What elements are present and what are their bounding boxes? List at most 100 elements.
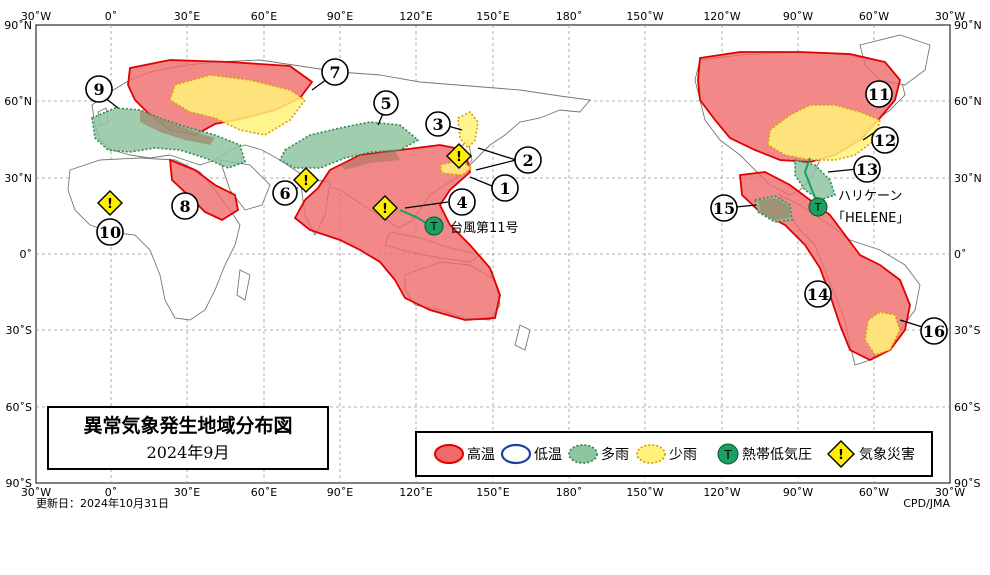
disaster-icon: !	[97, 190, 123, 216]
svg-text:8: 8	[179, 197, 190, 216]
credit: CPD/JMA	[903, 497, 950, 510]
legend-item-cold: 低温	[500, 443, 562, 465]
svg-text:4: 4	[456, 193, 467, 212]
dry-region-east-europe	[169, 74, 307, 136]
tc-icon: T	[424, 216, 444, 236]
svg-text:少雨: 少雨	[669, 447, 697, 463]
lat-label: 30˚N	[954, 172, 982, 185]
legend-item-disaster: ! 気象災害	[827, 440, 915, 468]
callout-16: 16	[920, 317, 948, 345]
svg-text:T: T	[814, 201, 822, 214]
callout-5: 5	[373, 90, 399, 116]
map-date: 2024年9月	[147, 443, 230, 462]
callout-12: 12	[871, 126, 899, 154]
disaster-markers: ! ! ! !	[97, 143, 472, 221]
callout-11: 11	[865, 80, 893, 108]
lon-label: 90˚E	[327, 10, 353, 23]
svg-text:1: 1	[499, 179, 510, 198]
longitude-labels-top: 30˚W 0˚ 30˚E 60˚E 90˚E 120˚E 150˚E 180˚ …	[21, 10, 965, 23]
callout-9: 9	[85, 75, 113, 103]
lat-label: 90˚S	[954, 477, 980, 490]
svg-text:14: 14	[807, 285, 829, 304]
lon-label: 180˚	[556, 10, 583, 23]
lon-label: 30˚E	[174, 10, 200, 23]
disaster-icon: !	[293, 167, 319, 193]
lon-label: 120˚W	[703, 486, 740, 499]
tc-markers: T T	[424, 197, 828, 236]
lon-label: 60˚W	[859, 10, 889, 23]
lon-label: 0˚	[105, 10, 118, 23]
disaster-icon: !	[372, 195, 398, 221]
storm-label-helene-line2: 「HELENE」	[832, 211, 909, 226]
lon-label: 60˚E	[251, 486, 277, 499]
lat-label: 90˚N	[4, 19, 32, 32]
title-box: 異常気象発生地域分布図 2024年9月	[47, 406, 329, 470]
lon-label: 90˚W	[783, 486, 813, 499]
lat-label: 30˚N	[4, 172, 32, 185]
updated-date: 更新日：2024年10月31日	[36, 496, 169, 510]
svg-text:13: 13	[856, 160, 878, 179]
svg-text:5: 5	[380, 94, 391, 113]
svg-text:16: 16	[923, 322, 945, 341]
lon-label: 30˚W	[935, 486, 965, 499]
map-title: 異常気象発生地域分布図	[83, 414, 292, 437]
svg-text:!: !	[382, 202, 388, 217]
lat-label: 60˚S	[954, 401, 980, 414]
lat-label: 60˚N	[954, 95, 982, 108]
legend: 高温 低温 多雨 少雨 T 熱帯低気圧 ! 気象災害	[415, 431, 933, 477]
lat-label: 90˚N	[954, 19, 982, 32]
lon-label: 90˚E	[327, 486, 353, 499]
lon-label: 60˚E	[251, 10, 277, 23]
warm-regions	[127, 51, 911, 362]
svg-text:12: 12	[874, 131, 896, 150]
svg-text:多雨: 多雨	[601, 446, 629, 463]
callout-10: 10	[96, 218, 124, 246]
dry-region-south-america	[864, 311, 901, 356]
svg-text:T: T	[430, 220, 438, 233]
callout-2: 2	[514, 146, 542, 174]
lon-label: 60˚W	[859, 486, 889, 499]
callout-8: 8	[171, 192, 199, 220]
svg-text:T: T	[723, 448, 732, 462]
svg-text:10: 10	[99, 223, 121, 242]
svg-text:熱帯低気圧: 熱帯低気圧	[742, 447, 812, 463]
svg-text:15: 15	[713, 199, 735, 218]
overlap-tints	[140, 110, 790, 220]
lat-label: 0˚	[20, 248, 33, 261]
svg-text:!: !	[107, 197, 113, 212]
lat-label: 60˚N	[4, 95, 32, 108]
callout-15: 15	[710, 194, 738, 222]
svg-text:6: 6	[279, 184, 290, 203]
callout-markers: 1 2 3 4 5 6 7 8 9 10 11 12 13 14 15 16	[85, 58, 948, 345]
callout-6: 6	[272, 180, 298, 206]
arabia-outline	[219, 159, 271, 211]
lon-label: 0˚	[105, 486, 118, 499]
svg-text:低温: 低温	[534, 447, 562, 463]
svg-text:気象災害: 気象災害	[859, 447, 915, 463]
latitude-labels-right: 90˚N 60˚N 30˚N 0˚ 30˚S 60˚S 90˚S	[954, 19, 982, 490]
legend-item-tropical-cyclone: T 熱帯低気圧	[717, 443, 812, 465]
lon-label: 120˚W	[703, 10, 740, 23]
lon-label: 150˚W	[626, 10, 663, 23]
madagascar-outline	[236, 269, 251, 301]
lon-label: 120˚E	[399, 486, 432, 499]
svg-text:3: 3	[432, 115, 443, 134]
svg-text:!: !	[838, 448, 844, 463]
lon-label: 150˚E	[476, 486, 509, 499]
lon-label: 30˚W	[21, 10, 51, 23]
tc-icon: T	[808, 197, 828, 217]
svg-text:高温: 高温	[467, 446, 495, 463]
lat-label: 90˚S	[6, 477, 32, 490]
callout-4: 4	[448, 188, 476, 216]
callout-13: 13	[853, 155, 881, 183]
lon-label: 150˚E	[476, 10, 509, 23]
legend-item-wet: 多雨	[568, 444, 629, 464]
lon-label: 90˚W	[783, 10, 813, 23]
storm-track-helene	[803, 157, 819, 206]
svg-text:7: 7	[329, 63, 340, 82]
lat-label: 30˚S	[6, 324, 32, 337]
wet-region-europe	[91, 107, 246, 169]
svg-text:!: !	[456, 150, 462, 165]
svg-text:2: 2	[522, 151, 533, 170]
